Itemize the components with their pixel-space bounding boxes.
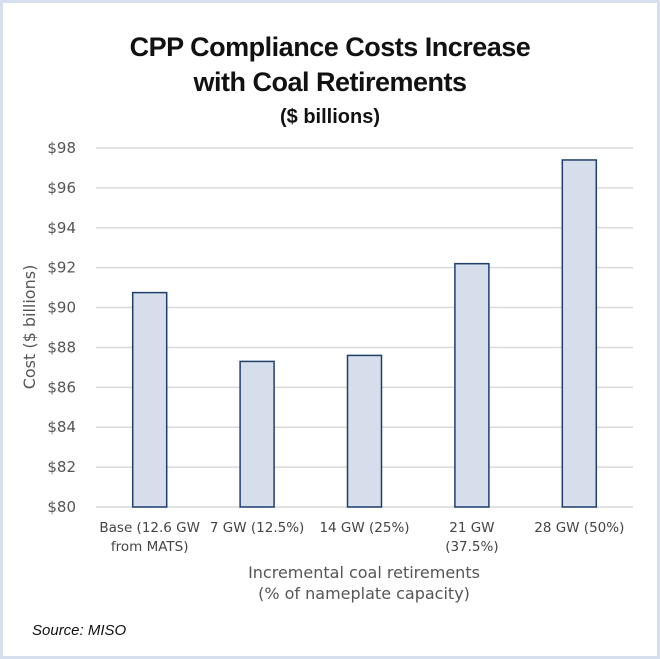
y-tick-label: $80 — [47, 498, 76, 516]
chart-title: CPP Compliance Costs Increase — [129, 32, 531, 62]
bar — [239, 360, 275, 508]
x-tick-label: 21 GW — [449, 520, 494, 536]
chart-subtitle: ($ billions) — [280, 106, 380, 128]
x-axis-label-line2: (% of nameplate capacity) — [258, 584, 470, 603]
x-axis-label: Incremental coal retirements — [248, 563, 480, 582]
x-axis-categories: Base (12.6 GW from MATS) 7 GW (12.5%) 14 GW… — [99, 520, 624, 555]
y-axis-ticks: $80 $82 $84 $86 $88 $90 $92 $94 $96 $98 — [47, 139, 76, 516]
y-tick-label: $94 — [47, 219, 76, 237]
source-note: Source: MISO — [32, 622, 127, 639]
y-tick-label: $96 — [47, 179, 76, 197]
bar — [131, 291, 168, 508]
y-tick-label: $98 — [47, 139, 76, 157]
y-tick-label: $90 — [47, 299, 76, 317]
bar — [561, 159, 598, 508]
x-tick-label: from MATS) — [111, 539, 189, 555]
x-tick-label: 28 GW (50%) — [534, 520, 624, 536]
y-tick-label: $88 — [47, 338, 76, 356]
bar — [346, 354, 383, 508]
bars — [131, 159, 598, 508]
y-tick-label: $86 — [47, 378, 76, 396]
y-tick-label: $82 — [47, 458, 76, 476]
y-tick-label: $92 — [47, 259, 76, 277]
x-tick-label: 14 GW (25%) — [319, 520, 409, 536]
y-axis-label: Cost ($ billions) — [20, 265, 39, 390]
x-tick-label: (37.5%) — [445, 539, 498, 555]
x-tick-label: Base (12.6 GW — [99, 520, 200, 536]
y-tick-label: $84 — [47, 418, 76, 436]
chart-title-line2: with Coal Retirements — [193, 67, 467, 97]
x-tick-label: 7 GW (12.5%) — [210, 520, 304, 536]
bar — [454, 262, 490, 508]
